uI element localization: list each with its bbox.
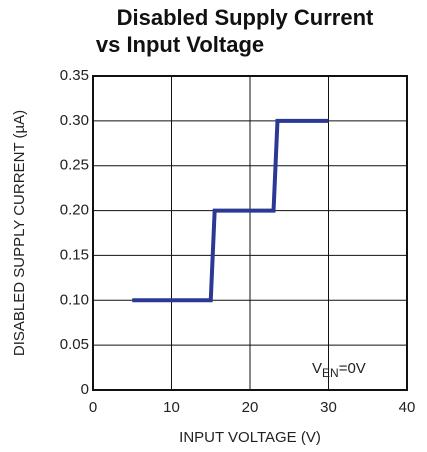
- y-tick-label: 0: [81, 381, 89, 398]
- annotation-main: V: [312, 360, 322, 377]
- y-axis-label: DISABLED SUPPLY CURRENT (µA): [11, 110, 28, 356]
- y-tick-label: 0.25: [60, 157, 89, 174]
- x-axis-label: INPUT VOLTAGE (V): [179, 429, 321, 446]
- y-tick-label: 0.05: [60, 336, 89, 353]
- data-line: [132, 118, 329, 303]
- y-tick-label: 0.30: [60, 112, 89, 129]
- x-tick-label: 40: [399, 399, 416, 416]
- chart-title: Disabled Supply Current: [117, 5, 374, 30]
- x-tick-label: 30: [320, 399, 337, 416]
- y-tick-label: 0.15: [60, 246, 89, 263]
- x-tick-label: 10: [163, 399, 180, 416]
- annotation: VEN=0V: [312, 360, 366, 380]
- plot-frame: [92, 75, 408, 391]
- x-tick-label: 0: [89, 399, 97, 416]
- annotation-subscript: EN: [322, 366, 339, 380]
- y-tick-label: 0.35: [60, 67, 89, 84]
- annotation-suffix: =0V: [339, 360, 366, 377]
- x-tick-label: 20: [242, 399, 259, 416]
- chart-title: vs Input Voltage: [96, 32, 264, 57]
- y-tick-label: 0.10: [60, 291, 89, 308]
- y-tick-label: 0.20: [60, 202, 89, 219]
